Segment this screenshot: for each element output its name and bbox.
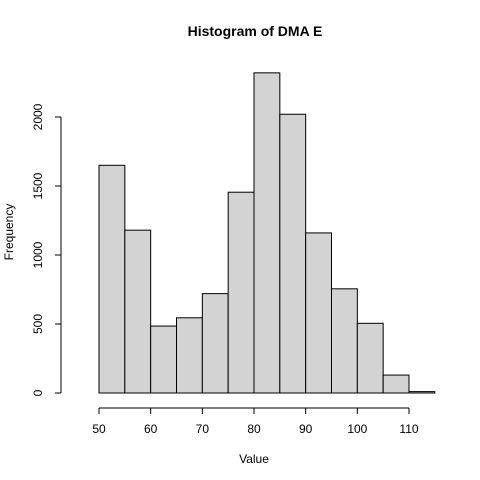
- histogram-bar: [279, 113, 307, 394]
- x-tick-label: 80: [247, 422, 261, 436]
- histogram-bar: [124, 229, 152, 394]
- y-tick-label: 1500: [31, 172, 45, 199]
- x-tick-label: 100: [347, 422, 367, 436]
- bars-group: [98, 72, 436, 394]
- y-axis-label: Frequency: [2, 204, 16, 261]
- x-tick-label: 110: [399, 422, 418, 436]
- y-tick-label: 1000: [31, 241, 45, 268]
- x-axis-label: Value: [239, 452, 269, 466]
- y-tick-label: 2000: [31, 103, 45, 130]
- x-tick-label: 50: [92, 422, 106, 436]
- histogram-bar: [98, 164, 126, 394]
- histogram-bar: [356, 322, 384, 394]
- y-tick-label: 0: [31, 389, 45, 396]
- histogram-bar: [201, 293, 229, 394]
- histogram-bar: [408, 391, 436, 394]
- y-tick-label: 500: [31, 314, 45, 334]
- histogram-bar: [382, 374, 410, 394]
- histogram-bar: [305, 232, 332, 394]
- x-tick-label: 70: [196, 422, 210, 436]
- histogram-bar: [227, 191, 255, 394]
- x-axis: 50 60 70 80 90 100 110: [92, 407, 419, 436]
- histogram-bar: [150, 325, 178, 394]
- chart-title: Histogram of DMA E: [188, 23, 323, 39]
- histogram-bar: [253, 72, 281, 394]
- histogram-bar: [176, 317, 203, 394]
- histogram-bar: [331, 288, 358, 394]
- y-axis: 0 500 1000 1500 2000: [31, 103, 62, 396]
- x-tick-label: 60: [144, 422, 158, 436]
- x-tick-label: 90: [299, 422, 313, 436]
